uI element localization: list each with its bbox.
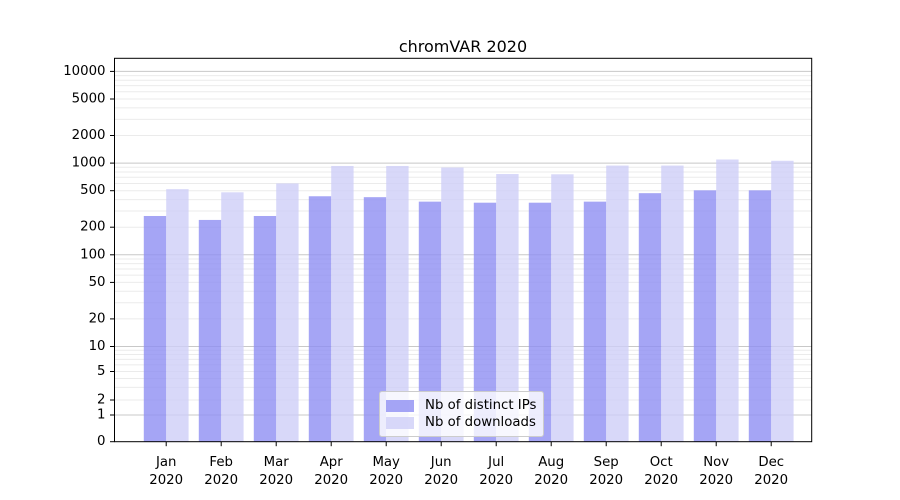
x-tick-label-month-jul: Jul: [487, 455, 504, 470]
y-tick-label-1000: 1000: [72, 156, 106, 171]
x-tick-label-year-oct: 2020: [644, 473, 678, 488]
bar-nb-of-downloads-nov: [716, 159, 739, 442]
y-tick-label-5000: 5000: [72, 92, 106, 107]
x-tick-label-year-jul: 2020: [479, 473, 513, 488]
bar-nb-of-distinct-ips-may: [363, 197, 387, 442]
y-tick-label-2: 2: [97, 393, 105, 408]
y-tick-label-10000: 10000: [63, 64, 105, 79]
bar-nb-of-distinct-ips-jun: [418, 201, 442, 442]
bar-nb-of-distinct-ips-dec: [748, 190, 772, 442]
bar-nb-of-downloads-dec: [771, 160, 794, 442]
bar-nb-of-distinct-ips-apr: [308, 196, 332, 442]
x-tick-label-year-dec: 2020: [754, 473, 788, 488]
x-tick-label-month-dec: Dec: [758, 455, 784, 470]
bar-nb-of-downloads-aug: [551, 174, 574, 442]
x-tick-label-month-sep: Sep: [594, 455, 619, 470]
x-tick-label-month-jun: Jun: [430, 455, 452, 470]
bar-nb-of-distinct-ips-jan: [143, 215, 167, 442]
bar-nb-of-downloads-may: [386, 165, 409, 442]
legend-swatch-distinct-ips: [386, 399, 414, 412]
y-tick-label-200: 200: [80, 220, 105, 235]
bar-nb-of-distinct-ips-sep: [583, 201, 607, 442]
legend-swatch-downloads: [386, 416, 414, 429]
y-tick-label-10: 10: [89, 339, 106, 354]
bar-nb-of-downloads-sep: [606, 165, 629, 442]
bar-nb-of-downloads-jan: [166, 189, 189, 442]
x-tick-label-month-may: May: [372, 455, 400, 470]
x-tick-label-month-feb: Feb: [209, 455, 233, 470]
bar-nb-of-downloads-mar: [276, 183, 299, 442]
y-tick-label-0: 0: [97, 434, 105, 449]
x-tick-label-year-feb: 2020: [204, 473, 238, 488]
chart-title: chromVAR 2020: [398, 37, 528, 56]
x-tick-label-year-mar: 2020: [259, 473, 293, 488]
x-tick-label-year-nov: 2020: [699, 473, 733, 488]
legend: Nb of distinct IPs Nb of downloads: [379, 391, 544, 437]
bar-nb-of-distinct-ips-jul: [473, 202, 497, 442]
y-tick-label-2000: 2000: [72, 128, 106, 143]
x-tick-label-year-apr: 2020: [314, 473, 348, 488]
x-tick-label-year-jan: 2020: [149, 473, 183, 488]
x-tick-label-year-jun: 2020: [424, 473, 458, 488]
legend-label-distinct-ips: Nb of distinct IPs: [425, 398, 537, 413]
bar-nb-of-downloads-jul: [496, 174, 519, 442]
x-tick-label-month-nov: Nov: [703, 455, 729, 470]
bar-nb-of-downloads-feb: [221, 192, 244, 442]
bar-nb-of-downloads-apr: [331, 165, 354, 442]
legend-row-downloads: Nb of downloads: [386, 415, 536, 430]
x-tick-label-year-sep: 2020: [589, 473, 623, 488]
x-tick-label-month-mar: Mar: [264, 455, 290, 470]
y-tick-label-100: 100: [80, 247, 105, 262]
bar-nb-of-distinct-ips-feb: [198, 219, 222, 442]
y-tick-label-500: 500: [80, 183, 105, 198]
bar-nb-of-downloads-jun: [441, 167, 464, 442]
x-tick-label-month-oct: Oct: [650, 455, 673, 470]
legend-label-downloads: Nb of downloads: [425, 415, 536, 430]
legend-row-distinct-ips: Nb of distinct IPs: [386, 398, 537, 413]
x-tick-label-year-may: 2020: [369, 473, 403, 488]
y-tick-label-50: 50: [89, 275, 106, 290]
x-tick-label-month-apr: Apr: [320, 455, 344, 470]
x-tick-label-month-aug: Aug: [538, 455, 564, 470]
y-tick-label-5: 5: [97, 364, 105, 379]
bar-nb-of-distinct-ips-nov: [693, 190, 717, 442]
plot-border: [114, 57, 813, 443]
bar-nb-of-distinct-ips-aug: [528, 202, 552, 442]
bar-nb-of-distinct-ips-oct: [638, 193, 662, 442]
x-tick-label-month-jan: Jan: [155, 455, 177, 470]
y-tick-label-1: 1: [97, 408, 105, 423]
bar-nb-of-downloads-oct: [661, 165, 684, 442]
y-tick-label-20: 20: [89, 311, 106, 326]
x-tick-label-year-aug: 2020: [534, 473, 568, 488]
bar-nb-of-distinct-ips-mar: [253, 215, 277, 442]
